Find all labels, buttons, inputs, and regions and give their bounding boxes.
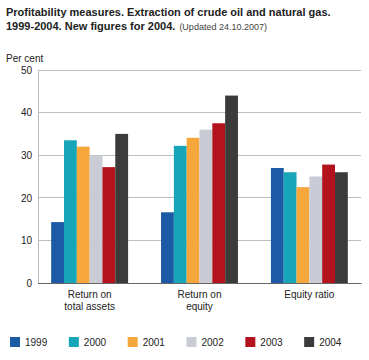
grid xyxy=(38,70,361,283)
subtitle: (Updated 24.10.2007) xyxy=(179,22,267,32)
bar xyxy=(335,172,348,283)
legend-item: 2001 xyxy=(128,337,166,348)
tick: Return ontotal assets xyxy=(64,283,115,312)
legend-label: 2001 xyxy=(143,337,166,348)
series xyxy=(64,140,297,283)
tick: 0 xyxy=(26,278,38,289)
bar xyxy=(161,212,174,283)
bar xyxy=(102,167,115,283)
tick: 30 xyxy=(21,150,38,161)
bar xyxy=(115,134,128,283)
bar xyxy=(77,147,90,283)
title: 1999-2004. New figures for 2004. xyxy=(6,20,175,32)
plot: 01020304050Return ontotal assetsReturn o… xyxy=(21,65,362,312)
bar xyxy=(200,130,213,283)
tick: 50 xyxy=(21,65,38,76)
bar xyxy=(187,138,200,283)
baseline xyxy=(38,283,361,284)
legend-swatch xyxy=(69,337,79,347)
bar xyxy=(284,172,297,283)
bars xyxy=(51,96,348,283)
bar xyxy=(225,96,238,283)
tick-label: 40 xyxy=(21,107,33,118)
bar xyxy=(297,187,310,283)
tick: Return onequity xyxy=(178,283,222,312)
tick-label: 30 xyxy=(21,150,33,161)
legend-swatch xyxy=(304,337,314,347)
legend-swatch xyxy=(187,337,197,347)
tick-label: 0 xyxy=(26,278,32,289)
legend-label: 2003 xyxy=(260,337,283,348)
category-label: Return ontotal assets xyxy=(64,289,115,312)
grid-line xyxy=(38,112,361,113)
y-axis-label: Per cent xyxy=(6,53,43,64)
legend-label: 2000 xyxy=(84,337,107,348)
tick-label: 10 xyxy=(21,235,33,246)
series xyxy=(115,96,348,283)
tick: 40 xyxy=(21,107,38,118)
tick-label: 20 xyxy=(21,193,33,204)
legend-item: 2000 xyxy=(69,337,107,348)
bar xyxy=(212,123,225,283)
bar xyxy=(51,222,64,283)
legend-item: 2003 xyxy=(245,337,283,348)
tick: Equity ratio xyxy=(284,283,334,300)
legend-item: 1999 xyxy=(10,337,48,348)
bar xyxy=(322,165,335,283)
bar xyxy=(309,177,322,284)
legend-swatch xyxy=(245,337,255,347)
bar xyxy=(64,140,77,283)
y-axis: 0 10 20 30 40 50 xyxy=(21,65,39,289)
series xyxy=(102,123,335,283)
legend-swatch xyxy=(10,337,20,347)
bar xyxy=(174,146,187,283)
legend-item: 2004 xyxy=(304,337,342,348)
legend-item: 2002 xyxy=(187,337,225,348)
title-group: Profitability measures. Extraction of cr… xyxy=(6,6,331,32)
series xyxy=(90,130,323,283)
y-axis-line xyxy=(38,71,39,284)
legend-label: 2002 xyxy=(202,337,225,348)
bar xyxy=(90,155,103,283)
x-axis-line xyxy=(39,283,362,284)
category-label: Return onequity xyxy=(178,289,222,312)
grid-line xyxy=(38,70,361,71)
legend-label: 1999 xyxy=(25,337,48,348)
chart: Profitability measures. Extraction of cr… xyxy=(0,0,369,360)
title: Profitability measures. Extraction of cr… xyxy=(6,6,331,18)
tick: 10 xyxy=(21,235,38,246)
tick: 20 xyxy=(21,193,38,204)
legend: 1999 2000 2001 2002 2003 2004 xyxy=(10,337,342,348)
bar xyxy=(271,168,284,283)
grid-line xyxy=(38,283,361,284)
legend-label: 2004 xyxy=(319,337,342,348)
legend-swatch xyxy=(128,337,138,347)
series xyxy=(77,138,310,283)
x-axis: Return ontotal assets Return onequity Equi… xyxy=(39,283,362,312)
category-label: Equity ratio xyxy=(284,289,334,300)
tick-label: 50 xyxy=(21,65,33,76)
